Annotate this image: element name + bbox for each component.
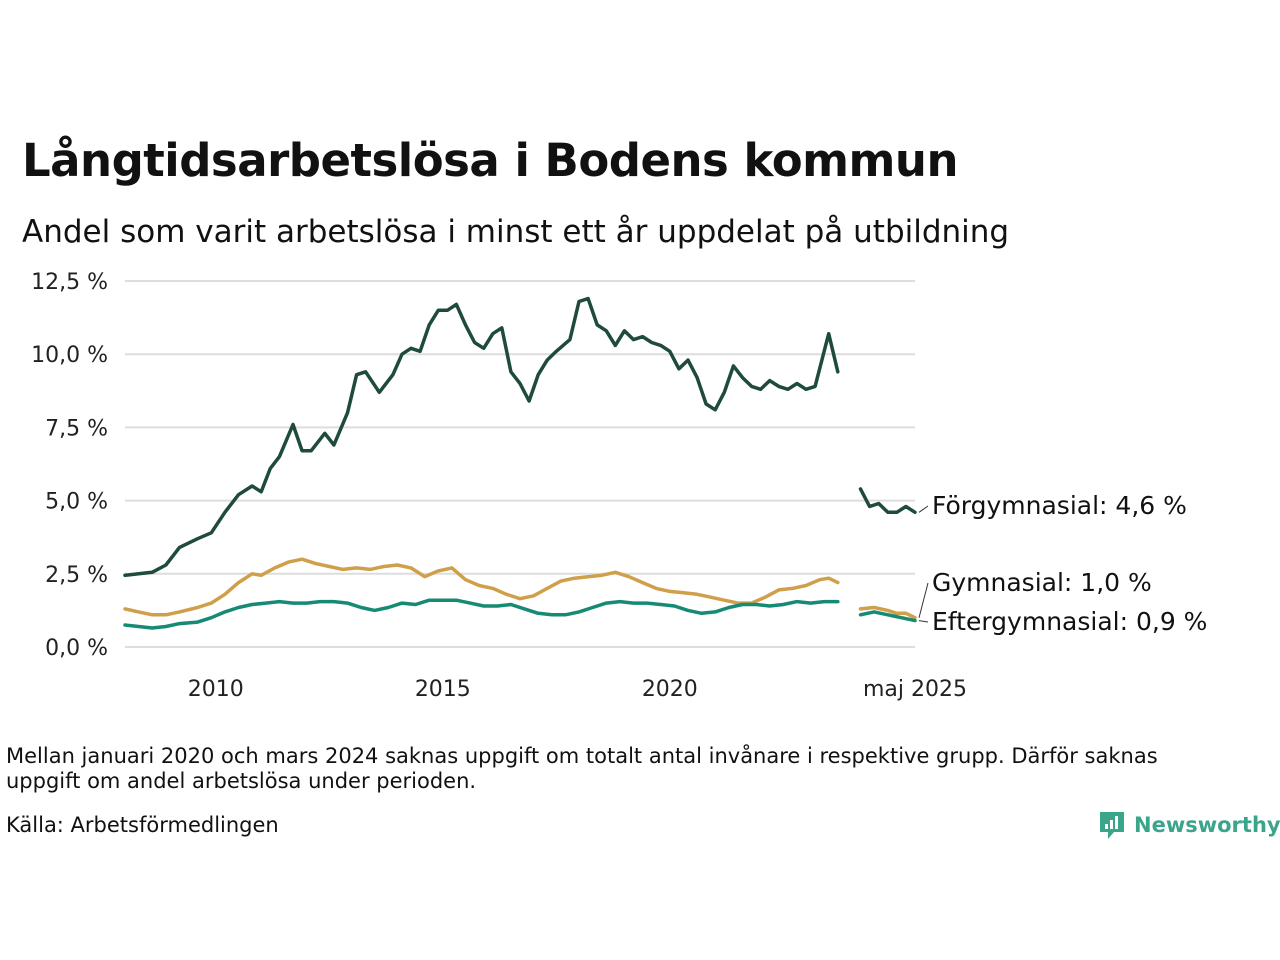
series-line — [858, 605, 917, 620]
series-line — [123, 296, 840, 578]
x-tick-label: maj 2025 — [863, 677, 967, 702]
series-line — [858, 487, 917, 515]
line-chart: 0,0 %2,5 %5,0 %7,5 %10,0 %12,5 % 2010 201… — [31, 270, 1207, 702]
series-end-label: Gymnasial: 1,0 % — [932, 568, 1152, 597]
label-leader — [918, 620, 929, 623]
y-tick-label: 7,5 % — [45, 416, 108, 441]
chart-subtitle: Andel som varit arbetslösa i minst ett å… — [22, 214, 1010, 250]
brand-name: Newsworthy — [1134, 813, 1280, 837]
y-tick-label: 12,5 % — [31, 270, 108, 295]
x-tick-label: 2010 — [188, 677, 244, 702]
gridlines — [125, 280, 915, 648]
footnote: Mellan januari 2020 och mars 2024 saknas… — [6, 744, 1158, 793]
y-tick-label: 0,0 % — [45, 636, 108, 661]
y-axis-ticks: 0,0 % 2,5 % 5,0 % 7,5 % 10,0 % 12,5 % — [31, 270, 108, 661]
x-tick-label: 2015 — [415, 677, 471, 702]
series-lines — [123, 296, 917, 630]
brand-logo[interactable]: Newsworthy — [1098, 808, 1280, 842]
y-tick-label: 2,5 % — [45, 563, 108, 588]
y-tick-label: 10,0 % — [31, 343, 108, 368]
chart-title: Långtidsarbetslösa i Bodens kommun — [22, 134, 958, 187]
label-leader — [918, 505, 929, 513]
series-line — [123, 598, 840, 630]
y-tick-label: 5,0 % — [45, 490, 108, 515]
series-line — [123, 557, 840, 617]
series-end-label: Förgymnasial: 4,6 % — [932, 491, 1187, 520]
source-text: Källa: Arbetsförmedlingen — [6, 813, 279, 837]
label-leader — [918, 582, 929, 618]
series-end-label: Eftergymnasial: 0,9 % — [932, 607, 1207, 636]
series-end-labels: Förgymnasial: 4,6 % Gymnasial: 1,0 % Efter… — [918, 491, 1207, 636]
series-line — [858, 610, 917, 623]
newsworthy-logo-icon — [1100, 812, 1124, 839]
x-tick-label: 2020 — [642, 677, 698, 702]
x-axis-ticks: 2010 2015 2020 maj 2025 — [188, 677, 967, 702]
